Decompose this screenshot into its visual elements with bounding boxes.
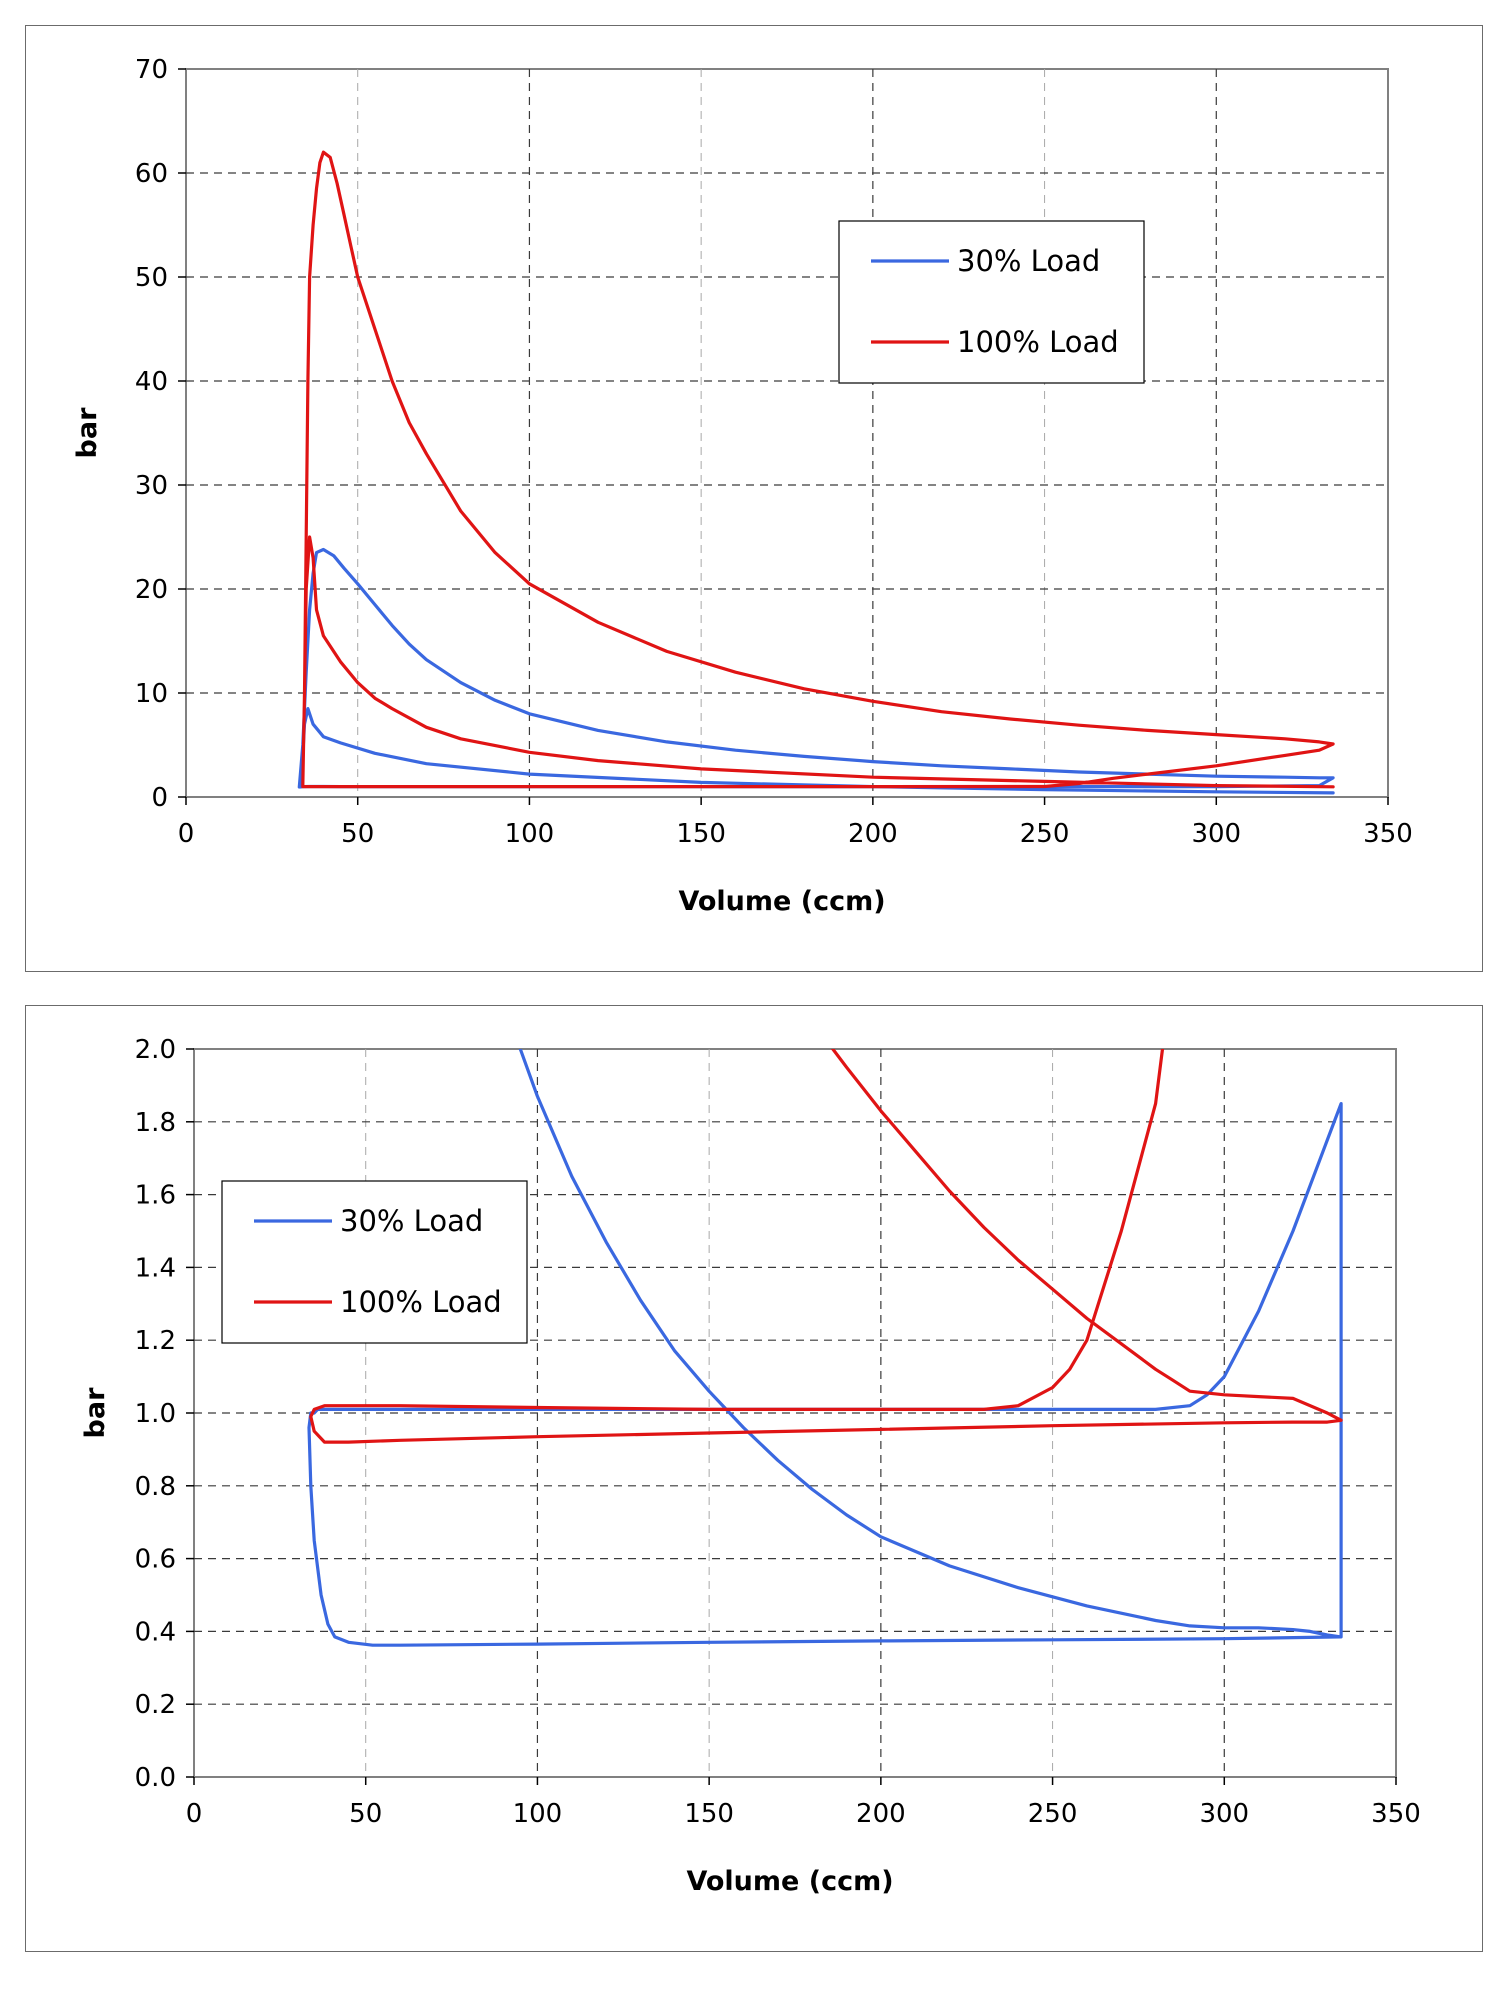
y-tick-label: 0.2: [135, 1690, 176, 1720]
chart-panel-top: 0 50 100 150 200 250 300 350 0 10 20 30 40 50 60 70 Volu…: [25, 25, 1483, 972]
legend-label: 100% Load: [957, 325, 1119, 359]
x-tick-label: 200: [856, 1799, 906, 1829]
x-tick-label: 50: [341, 819, 374, 849]
y-axis-title: bar: [80, 1387, 111, 1439]
y-tick-label: 1.6: [135, 1181, 176, 1211]
x-tick-label: 250: [1020, 819, 1070, 849]
series-line-100-load: [301, 150, 1335, 789]
y-tick-label: 30: [135, 471, 168, 501]
x-tick-label: 100: [505, 819, 555, 849]
x-tick-label: 350: [1371, 1799, 1421, 1829]
y-tick-label: 70: [135, 55, 168, 85]
y-tick-label: 10: [135, 679, 168, 709]
y-tick-label: 2.0: [135, 1035, 176, 1065]
chart-panel-bottom: 0 50 100 150 200 250 300 350 0.0 0.2 0.4 0.6 0.8 1.0 1…: [25, 1005, 1483, 1952]
y-tick-label: 1.2: [135, 1326, 176, 1356]
x-tick-label: 0: [186, 1799, 203, 1829]
y-tick-label: 0: [151, 783, 168, 813]
y-tick-label: 0.4: [135, 1617, 176, 1647]
x-tick-label: 300: [1199, 1799, 1249, 1829]
legend-label: 100% Load: [340, 1285, 502, 1319]
x-tick-label: 100: [513, 1799, 563, 1829]
x-tick-label: 300: [1191, 819, 1241, 849]
legend-label: 30% Load: [957, 244, 1100, 278]
x-tick-label: 350: [1363, 819, 1413, 849]
y-tick-label: 1.8: [135, 1108, 176, 1138]
chart-bottom-svg: 0 50 100 150 200 250 300 350 0.0 0.2 0.4 0.6 0.8 1.0 1…: [80, 1035, 1421, 1897]
x-axis-title: Volume (ccm): [678, 886, 885, 917]
chart-top-svg: 0 50 100 150 200 250 300 350 0 10 20 30 40 50 60 70 Volu…: [72, 55, 1413, 917]
x-tick-label: 150: [684, 1799, 734, 1829]
y-tick-label: 1.0: [135, 1399, 176, 1429]
plot-area: [193, 1048, 1397, 1778]
y-tick-label: 40: [135, 367, 168, 397]
legend-box: [221, 1180, 528, 1344]
series-line-100-load: [309, 1049, 1343, 1444]
y-tick-label: 0.6: [135, 1545, 176, 1575]
legend-box: [838, 220, 1145, 384]
y-tick-label: 60: [135, 159, 168, 189]
y-tick-label: 0.0: [135, 1763, 176, 1793]
x-tick-label: 200: [848, 819, 898, 849]
x-axis-title: Volume (ccm): [686, 1866, 893, 1897]
y-axis-title: bar: [72, 407, 103, 459]
x-tick-label: 50: [349, 1799, 382, 1829]
y-tick-label: 1.4: [135, 1253, 176, 1283]
plot-area: [185, 68, 1389, 798]
y-tick-label: 20: [135, 575, 168, 605]
y-tick-label: 0.8: [135, 1472, 176, 1502]
y-tick-label: 50: [135, 263, 168, 293]
x-tick-label: 150: [676, 819, 726, 849]
series-line-30-load: [297, 547, 1335, 795]
series-line-30-load: [307, 1049, 1343, 1647]
x-tick-label: 0: [178, 819, 195, 849]
legend-label: 30% Load: [340, 1204, 483, 1238]
x-tick-label: 250: [1028, 1799, 1078, 1829]
